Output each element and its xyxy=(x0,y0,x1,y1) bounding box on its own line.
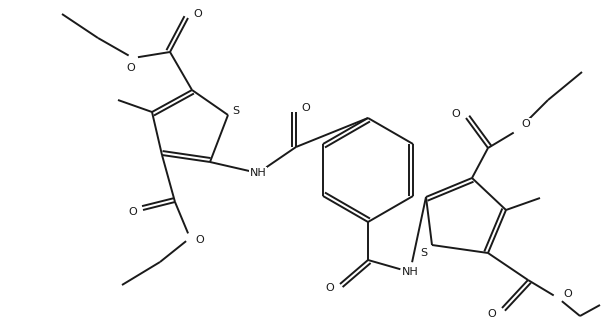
Text: O: O xyxy=(452,109,460,119)
Text: S: S xyxy=(233,106,239,116)
Text: O: O xyxy=(127,63,135,73)
Text: O: O xyxy=(194,9,202,19)
Text: O: O xyxy=(326,283,334,293)
Text: O: O xyxy=(563,289,572,299)
Text: NH: NH xyxy=(250,168,266,178)
Text: O: O xyxy=(195,235,205,245)
Text: NH: NH xyxy=(401,267,418,277)
Text: S: S xyxy=(420,248,428,258)
Text: O: O xyxy=(301,103,311,113)
Text: O: O xyxy=(488,309,496,319)
Text: O: O xyxy=(522,119,530,129)
Text: O: O xyxy=(128,207,138,217)
